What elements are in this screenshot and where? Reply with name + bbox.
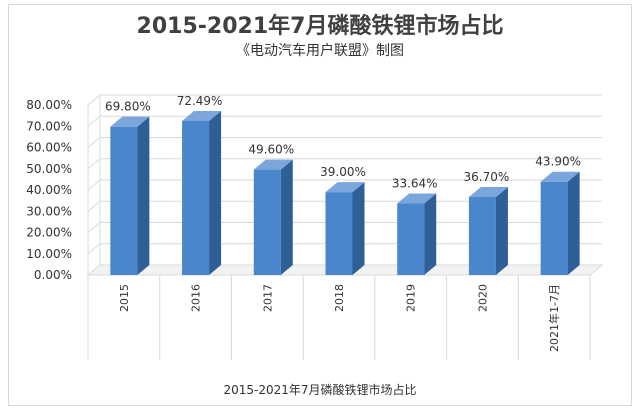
bar-side [495,187,508,275]
bar [182,120,210,276]
bar-top [540,171,580,182]
data-label: 72.49% [177,94,223,108]
bar-top [468,187,508,198]
data-label: 69.80% [105,100,151,114]
y-tick-label: 10.00% [26,247,72,261]
bar-side [137,116,150,275]
bar [540,181,568,275]
bar-top [397,193,437,204]
bar [468,197,496,275]
data-label: 49.60% [248,143,294,157]
x-tick-label: 2019 [405,284,418,312]
gridline-side [87,158,101,170]
x-tick-label: 2021年1-7月 [547,284,561,352]
data-label: 33.64% [392,177,438,191]
y-tick-label: 60.00% [26,141,72,155]
y-tick-label: 0.00% [34,268,72,282]
bar [325,192,353,275]
x-tick-label: 2016 [190,284,203,312]
y-tick-label: 70.00% [26,119,72,133]
bar [110,126,138,275]
x-tick-label: 2017 [261,284,274,312]
y-tick-label: 30.00% [26,204,72,218]
gridline-side [87,94,101,106]
bar-side [424,193,437,275]
data-label: 43.90% [535,155,581,169]
bar-side [352,182,365,275]
x-tick-label: 2020 [476,284,489,312]
y-tick-label: 40.00% [26,183,72,197]
bar [397,203,425,275]
chart-title: 2015-2021年7月磷酸铁锂市场占比 [136,14,504,39]
x-tick-label: 2018 [333,284,346,312]
bar-side [567,171,580,275]
y-tick-label: 50.00% [26,162,72,176]
y-tick-label: 20.00% [26,226,72,240]
x-tick-label: 2015 [118,284,131,312]
gridline-side [87,222,101,233]
bar-side [209,110,222,276]
bar-top [110,116,150,127]
chart-subtitle: 《电动汽车用户联盟》制图 [236,43,404,59]
y-tick-label: 80.00% [26,98,72,112]
x-axis-title: 2015-2021年7月磷酸铁锂市场占比 [223,383,417,397]
bar-top [325,182,365,193]
gridline-side [87,243,101,255]
bar-top [182,110,222,121]
gridline-side [87,200,101,212]
gridline-side [87,137,101,148]
gridline-side [87,115,101,127]
data-label: 36.70% [464,170,510,184]
bar-top [253,159,293,170]
bar [253,169,281,275]
data-label: 39.00% [320,165,366,179]
gridline-side [87,179,101,191]
bar-side [280,159,293,275]
